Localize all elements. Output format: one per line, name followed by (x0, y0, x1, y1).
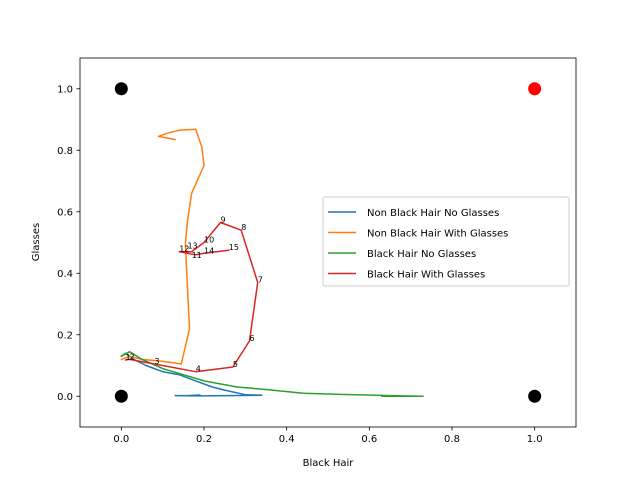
y-axis-label: Glasses (31, 223, 42, 261)
point-label-14: 14 (204, 246, 214, 255)
point-label-12: 12 (179, 245, 189, 254)
corner-marker-4 (528, 82, 542, 96)
corner-marker-3 (528, 389, 542, 403)
point-label-9: 9 (221, 216, 226, 225)
legend: Non Black Hair No Glasses Non Black Hair … (322, 196, 570, 287)
point-label-6: 6 (249, 334, 254, 343)
point-label-11: 11 (192, 251, 202, 260)
legend-label-4: Black Hair With Glasses (367, 270, 485, 281)
y-tick-label-0: 0.0 (57, 392, 73, 403)
marker-layer (114, 82, 542, 403)
corner-marker-2 (114, 82, 128, 96)
point-label-2: 2 (130, 352, 135, 361)
series-layer (120, 128, 424, 398)
x-tick-label-0: 0.0 (113, 434, 129, 445)
legend-frame (322, 196, 570, 287)
x-tick-label-1: 0.2 (196, 434, 212, 445)
y-tick-label-1: 0.2 (57, 330, 73, 341)
y-tick-label-5: 1.0 (57, 84, 73, 95)
y-tick-label-3: 0.6 (57, 207, 73, 218)
x-tick-label-5: 1.0 (527, 434, 543, 445)
legend-label-1: Non Black Hair No Glasses (367, 208, 499, 219)
legend-label-2: Non Black Hair With Glasses (367, 229, 508, 240)
y-axis-ticks: 0.0 0.2 0.4 0.6 0.8 1.0 (57, 84, 80, 403)
x-tick-label-2: 0.4 (279, 434, 295, 445)
legend-label-3: Black Hair No Glasses (367, 249, 476, 260)
y-tick-label-2: 0.4 (57, 269, 73, 280)
series-line-2 (120, 128, 205, 365)
series-line-3 (120, 350, 424, 398)
corner-marker-1 (114, 389, 128, 403)
point-label-8: 8 (241, 223, 246, 232)
x-axis-label: Black Hair (303, 458, 355, 469)
point-label-5: 5 (233, 360, 238, 369)
point-label-10: 10 (204, 236, 214, 245)
y-tick-label-4: 0.8 (57, 146, 73, 157)
series-line-1 (120, 352, 263, 397)
point-label-4: 4 (196, 365, 201, 374)
series-line-4 (124, 221, 259, 373)
x-tick-label-4: 0.8 (444, 434, 460, 445)
x-axis-ticks: 0.0 0.2 0.4 0.6 0.8 1.0 (113, 427, 543, 445)
point-label-3: 3 (154, 357, 159, 366)
point-label-15: 15 (229, 243, 239, 252)
x-tick-label-3: 0.6 (361, 434, 377, 445)
point-label-7: 7 (258, 275, 263, 284)
plot-frame (79, 57, 577, 428)
point-label-13: 13 (187, 242, 197, 251)
point-label-1: 1 (125, 353, 130, 362)
